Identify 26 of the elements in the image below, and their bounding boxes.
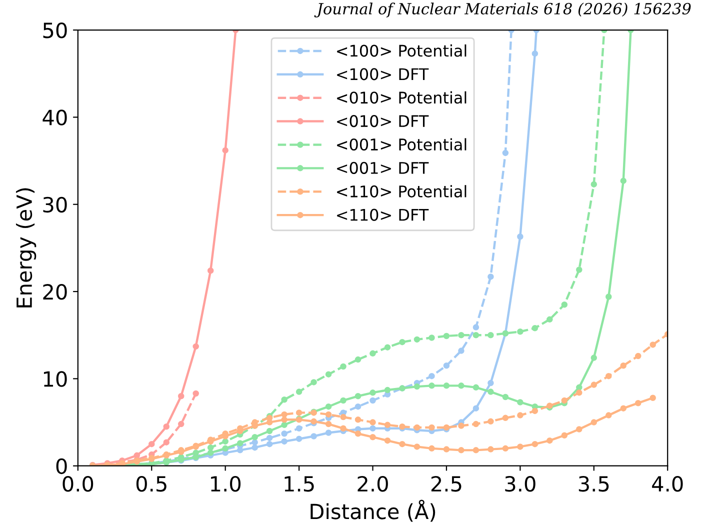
legend-label: <001> DFT: [337, 162, 429, 174]
legend-label: <100> Potential: [337, 44, 466, 57]
x-tick-label: 3.0: [505, 476, 536, 492]
x-tick-label: 4.0: [652, 476, 683, 492]
y-axis-title: Energy (eV): [16, 188, 36, 308]
legend-label: <100> DFT: [337, 68, 429, 80]
x-tick-label: 0.5: [136, 476, 166, 492]
legend-label: <001> Potential: [337, 138, 466, 151]
y-tick-label: 50: [43, 22, 67, 38]
x-tick-label: 2.0: [358, 476, 388, 492]
y-tick-label: 40: [42, 110, 67, 126]
y-tick-label: 0: [56, 458, 67, 474]
x-tick-label: 1.0: [211, 476, 241, 492]
y-tick-label: 10: [44, 371, 67, 387]
legend-label: <110> Potential: [337, 185, 466, 198]
y-tick-label: 20: [43, 284, 67, 300]
text: Journal of Nuclear Materials 618 (2026) 156239: [314, 2, 691, 18]
x-tick-label: 0.0: [62, 476, 94, 492]
legend-label: <110> DFT: [337, 208, 429, 221]
legend-label: <010> Potential: [337, 91, 466, 104]
x-tick-label: 3.5: [578, 476, 609, 492]
y-tick-label: 30: [43, 196, 67, 213]
x-axis-title: Distance (Å): [310, 500, 436, 522]
x-tick-label: 2.5: [431, 476, 462, 492]
legend-label: <010> DFT: [337, 115, 429, 128]
x-tick-label: 1.5: [284, 476, 314, 492]
